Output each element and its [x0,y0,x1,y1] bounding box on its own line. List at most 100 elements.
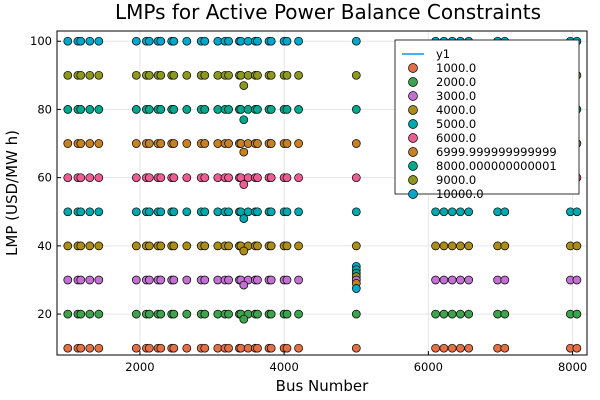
data-point [156,207,166,217]
data-point [76,241,86,251]
data-point [282,36,292,46]
legend-marker [408,105,418,115]
data-point [94,207,104,217]
data-point [253,36,262,46]
data-point [144,36,154,46]
data-point [224,139,233,148]
data-point [266,70,276,80]
data-point [500,275,510,285]
legend: y11000.02000.03000.04000.05000.06000.069… [394,39,580,201]
data-point [253,70,262,80]
data-points [63,36,582,353]
data-point [63,36,73,46]
legend-marker [408,91,418,101]
legend-marker [408,63,418,73]
data-point [213,36,223,46]
data-point [76,207,86,217]
data-point [351,241,361,251]
data-point [85,309,95,319]
data-point [464,275,474,285]
legend-marker [408,147,418,157]
data-point [156,275,166,285]
data-point [500,309,510,319]
data-point [131,343,141,353]
data-point [239,115,249,125]
data-point [282,343,292,353]
data-point [76,105,86,114]
data-point [439,275,449,285]
data-point [266,207,276,217]
data-point [243,36,253,46]
data-point [294,36,303,46]
data-point [239,314,249,324]
legend-marker [408,189,418,199]
data-point [224,241,233,251]
legend-label: 6999.999999999999 [436,145,557,159]
data-point [351,173,361,183]
data-point [144,241,154,251]
x-tick-label: 6000 [414,360,443,374]
data-point [439,343,449,353]
data-point [156,105,166,114]
data-point [493,275,502,285]
data-point [169,173,179,183]
data-point [439,207,449,217]
data-point [200,139,210,148]
data-point [213,70,223,80]
x-tick-label: 4000 [270,360,299,374]
data-point [200,70,210,80]
data-point [182,105,192,114]
data-point [169,343,179,353]
data-point [456,241,465,251]
data-point [266,173,276,183]
data-point [464,343,474,353]
data-point [85,139,95,148]
data-point [224,275,233,285]
data-point [213,105,223,114]
data-point [200,275,210,285]
x-tick-label: 8000 [558,360,587,374]
data-point [239,280,249,290]
data-point [294,343,303,353]
data-point [253,275,262,285]
legend-items: y11000.02000.03000.04000.05000.06000.069… [402,47,557,201]
legend-label: 3000.0 [436,89,476,103]
y-tick-label: 80 [37,102,52,116]
legend-marker [408,119,418,129]
data-point [253,309,262,319]
data-point [200,173,210,183]
data-point [76,309,86,319]
legend-marker [408,175,418,185]
data-point [282,275,292,285]
data-point [500,343,510,353]
data-point [236,343,246,353]
data-point [94,139,104,148]
data-point [351,284,361,293]
data-point [131,139,141,148]
data-point [63,309,73,319]
data-point [144,207,154,217]
data-point [144,173,154,183]
data-point [464,309,474,319]
legend-label: 5000.0 [436,117,476,131]
data-point [500,207,510,217]
data-point [182,241,192,251]
data-point [156,173,166,183]
data-point [213,343,223,353]
y-tick-label: 60 [37,171,52,185]
data-point [182,275,192,285]
data-point [94,173,104,183]
data-point [94,105,104,114]
data-point [266,139,276,148]
data-point [169,275,179,285]
data-point [169,207,179,217]
data-point [144,309,154,319]
data-point [351,70,361,80]
data-point [500,241,510,251]
data-point [76,275,86,285]
data-point [447,309,457,319]
data-point [253,343,262,353]
data-point [131,70,141,80]
data-point [156,36,166,46]
